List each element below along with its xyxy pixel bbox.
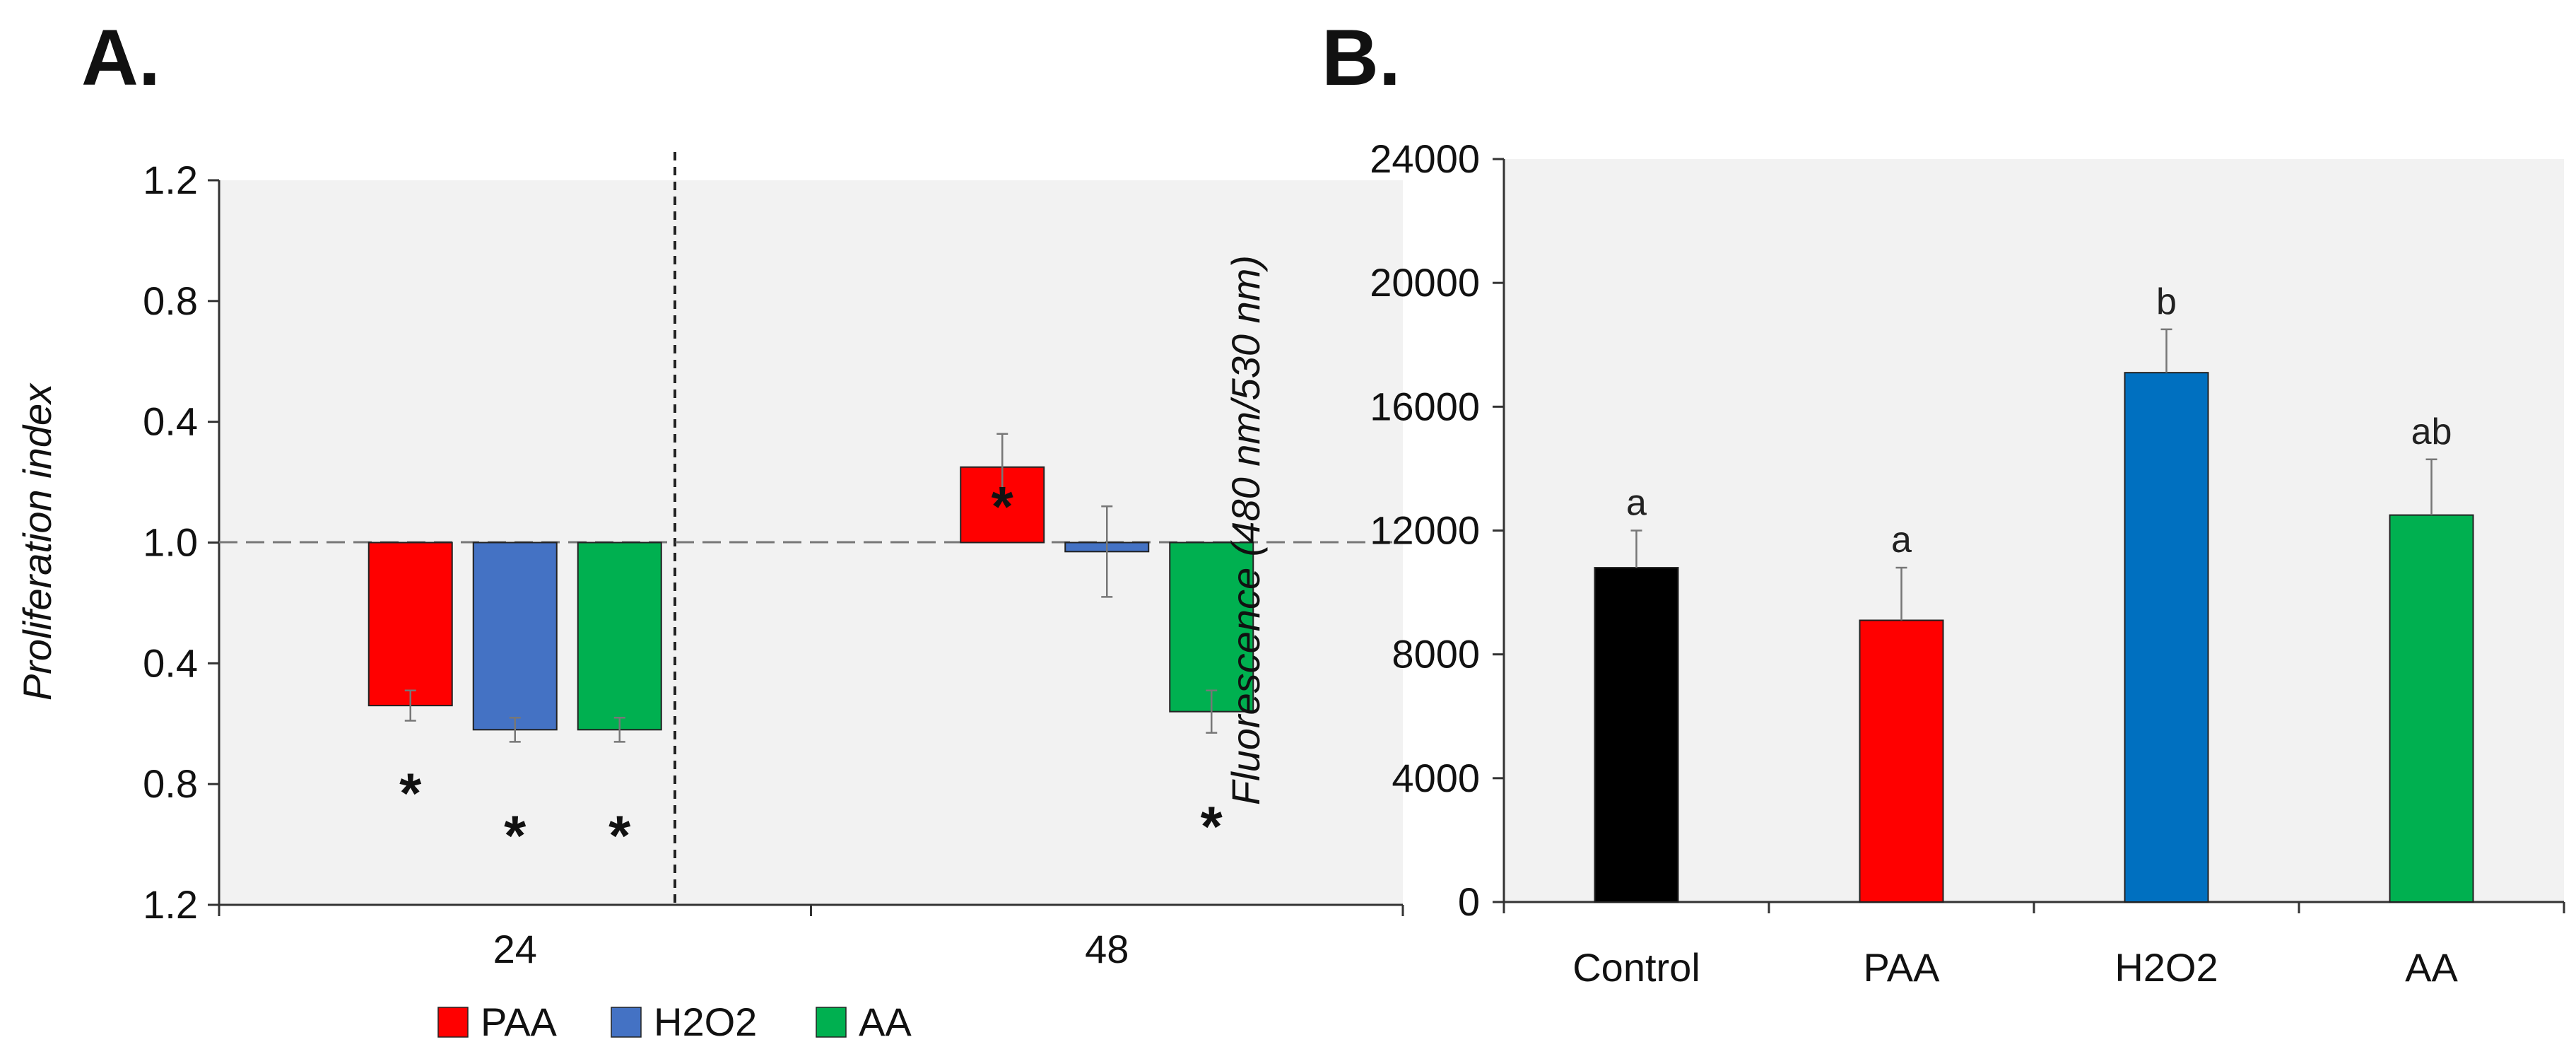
panel-b-x-tick-label: AA (2405, 945, 2458, 990)
panel-a-significance-mark: * (992, 475, 1014, 538)
panel-b-plot-area (1504, 159, 2564, 902)
panel-b-y-label: Fluorescence (480 nm/530 nm) (1223, 255, 1268, 805)
panel-a-bar (1169, 541, 1254, 713)
panel-b-y-tick-label: 16000 (1370, 384, 1480, 428)
panel-b-bar (2124, 372, 2209, 903)
panel-a-y-tick-label: 0.4 (143, 399, 198, 444)
panel-a-significance-mark: * (399, 761, 422, 824)
panel-b-significance-letter: a (1891, 520, 1912, 561)
panel-a-x-tick-label: 48 (1085, 927, 1129, 971)
panel-b-y-tick-label: 24000 (1370, 136, 1480, 181)
panel-a-letter: A. (81, 13, 160, 102)
panel-a-y-tick-label: 0.8 (143, 761, 198, 806)
panel-b-y-tick-label: 4000 (1392, 756, 1480, 800)
panel-a-y-label: Proliferation index (15, 382, 59, 701)
panel-a-legend-label: PAA (481, 1000, 558, 1044)
panel-a-legend-label: H2O2 (654, 1000, 757, 1044)
panel-a-y-tick-label: 1.0 (143, 520, 198, 565)
panel-b-bar (1594, 567, 1679, 903)
panel-a-y-tick-label: 0.4 (143, 640, 198, 685)
panel-b-y-tick-label: 8000 (1392, 632, 1480, 677)
panel-a-significance-mark: * (608, 804, 631, 867)
panel-a: A. 1.2 0.8 0.4 1.0 0.4 0.8 1.2 * * * 24 * * 48 Proli… (15, 13, 1404, 1044)
panel-a-bar (577, 541, 662, 731)
panel-b-significance-letter: a (1626, 483, 1647, 524)
panel-a-significance-mark: * (1201, 795, 1223, 858)
panel-b-bar (1859, 619, 1944, 903)
panel-b-x-tick-label: H2O2 (2115, 945, 2218, 990)
panel-a-significance-mark: * (504, 804, 527, 867)
panel-b: B. 0 4000 8000 12000 16000 20000 24000 a Contro… (1223, 13, 2565, 990)
panel-a-bar (367, 541, 453, 707)
panel-a-y-tick-label: 1.2 (143, 158, 198, 202)
panel-a-legend-swatch (611, 1007, 642, 1038)
panel-b-y-tick-label: 20000 (1370, 260, 1480, 305)
panel-a-legend-swatch (816, 1007, 847, 1038)
panel-b-letter: B. (1322, 13, 1401, 102)
panel-a-legend-swatch (437, 1007, 469, 1038)
panel-a-bar (472, 541, 558, 731)
panel-a-x-tick-label: 24 (493, 927, 537, 971)
panel-b-x-tick-label: Control (1572, 945, 1700, 990)
panel-b-significance-letter: ab (2411, 411, 2452, 452)
panel-b-bar (2389, 514, 2474, 903)
panel-b-significance-letter: b (2156, 281, 2177, 322)
panel-a-y-tick-label: 1.2 (143, 882, 198, 927)
panel-a-legend-label: AA (859, 1000, 912, 1044)
panel-b-y-tick-label: 0 (1458, 879, 1480, 924)
panel-b-x-tick-label: PAA (1864, 945, 1941, 990)
panel-a-y-tick-label: 0.8 (143, 279, 198, 323)
panel-b-y-tick-label: 12000 (1370, 508, 1480, 553)
